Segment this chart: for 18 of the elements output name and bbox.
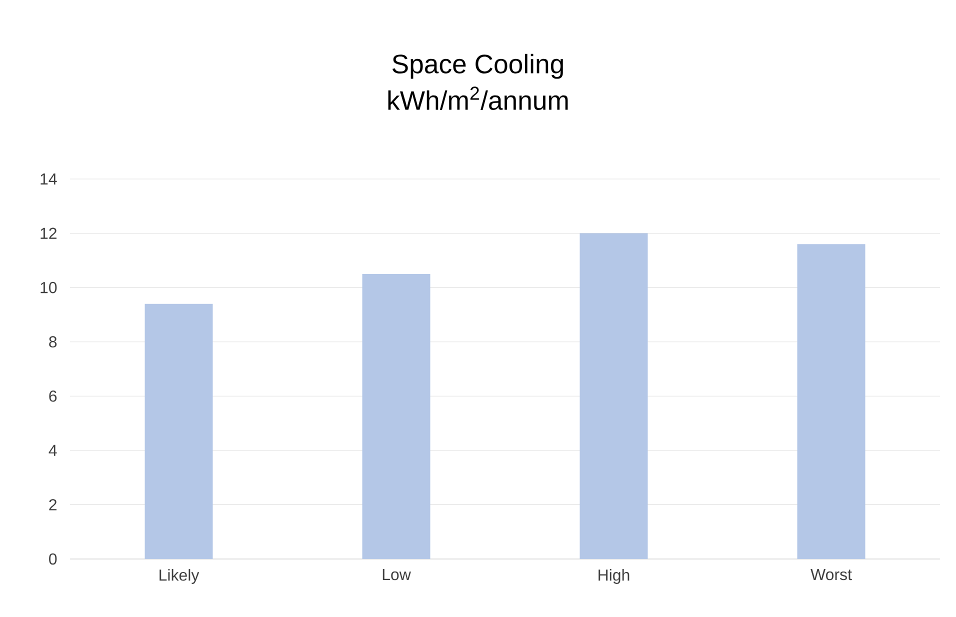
y-tick-label: 8 [49, 336, 57, 348]
x-tick-label: Worst [810, 569, 852, 580]
y-tick-label: 4 [48, 444, 57, 456]
chart-subtitle: kWh/m$^{2}$/annum [388, 86, 568, 110]
y-tick-label: 6 [49, 390, 57, 402]
y-tick-label: 0 [49, 553, 57, 565]
bar [580, 233, 648, 559]
x-tick-label: Low [382, 569, 411, 580]
y-tick-label: 10 [40, 282, 57, 294]
bar [797, 244, 866, 559]
bar [144, 304, 213, 559]
y-tick-label: 14 [40, 173, 57, 184]
x-tick-label: High [598, 569, 630, 584]
x-tick-label: Likely [160, 569, 200, 584]
y-tick-label: 12 [40, 228, 56, 239]
bar [362, 274, 430, 559]
y-tick-label: 2 [49, 499, 56, 510]
chart-title: Space Cooling [392, 54, 563, 79]
